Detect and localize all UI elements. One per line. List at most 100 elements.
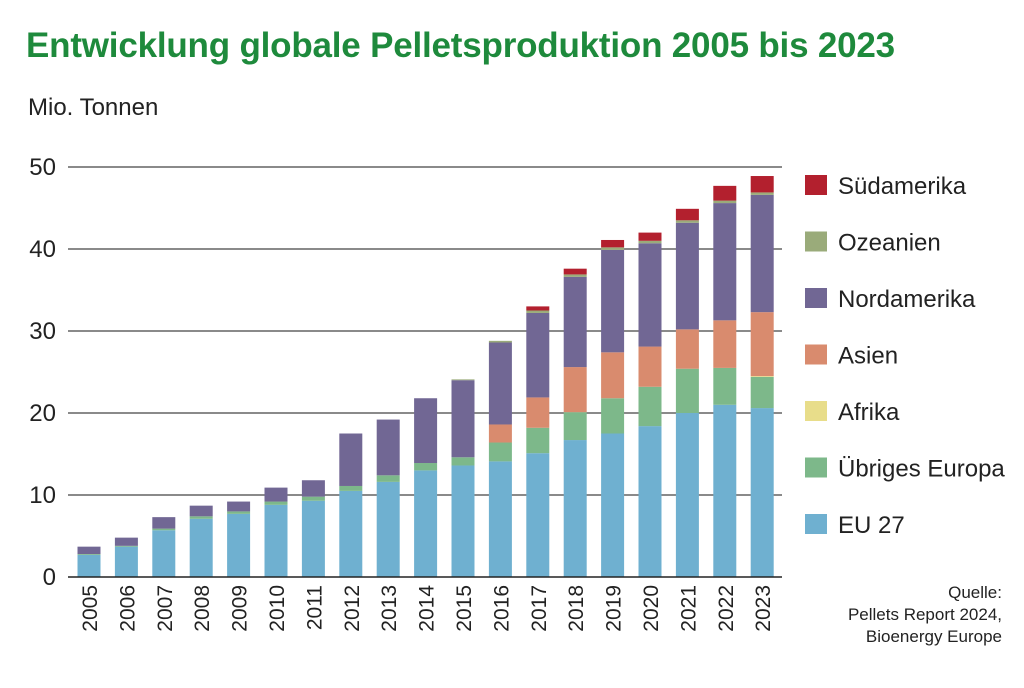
- bar-2012-eu-27: [339, 490, 363, 577]
- legend-swatch-eu-27: [805, 514, 827, 534]
- bar-2010-eu-27: [264, 504, 288, 577]
- source-line-3: Bioenergy Europe: [865, 627, 1002, 646]
- bar-2015-nordamerika: [451, 380, 475, 458]
- bar-2022--briges-europa: [713, 367, 737, 405]
- bar-2022-ozeanien: [713, 200, 737, 204]
- bar-2008-nordamerika: [189, 505, 213, 517]
- x-tick-label-2008: 2008: [191, 585, 214, 632]
- bar-2020-asien: [638, 346, 662, 387]
- bar-2023-s-damerika: [750, 176, 774, 193]
- bar-2019-asien: [601, 352, 625, 399]
- x-tick-label-2021: 2021: [677, 585, 700, 632]
- bar-2021-ozeanien: [675, 220, 699, 223]
- bar-2021--briges-europa: [675, 368, 699, 413]
- bar-2019--briges-europa: [601, 398, 625, 434]
- x-tick-label-2022: 2022: [715, 585, 738, 632]
- bar-2005--briges-europa: [77, 554, 101, 555]
- source-line-1: Quelle:: [948, 583, 1002, 602]
- bar-2023-afrika: [750, 376, 774, 377]
- bar-2023-nordamerika: [750, 194, 774, 313]
- legend-label-eu-27: EU 27: [838, 512, 905, 539]
- legend-swatch-nordamerika: [805, 288, 827, 308]
- bar-2023-asien: [750, 312, 774, 377]
- legend-swatch-s-damerika: [805, 175, 827, 195]
- y-tick-label-20: 20: [29, 400, 56, 427]
- x-tick-label-2015: 2015: [453, 585, 476, 632]
- bar-2017-eu-27: [526, 453, 550, 577]
- legend-swatch-afrika: [805, 401, 827, 421]
- bar-2017-asien: [526, 397, 550, 428]
- x-tick-label-2023: 2023: [752, 585, 775, 632]
- bar-2021-eu-27: [675, 413, 699, 577]
- bar-2015--briges-europa: [451, 457, 475, 466]
- source-note: Quelle: Pellets Report 2024, Bioenergy E…: [848, 582, 1002, 648]
- bar-2006-eu-27: [114, 546, 138, 577]
- x-tick-label-2012: 2012: [341, 585, 364, 632]
- bar-2016-nordamerika: [488, 342, 512, 425]
- bar-2010--briges-europa: [264, 501, 288, 505]
- bar-2011-nordamerika: [301, 480, 325, 497]
- legend-swatch--briges-europa: [805, 457, 827, 478]
- bar-2012--briges-europa: [339, 485, 363, 491]
- legend-label-nordamerika: Nordamerika: [838, 286, 976, 313]
- bar-2007-eu-27: [152, 530, 176, 577]
- bar-2012-nordamerika: [339, 433, 363, 486]
- bar-2008--briges-europa: [189, 516, 213, 519]
- bar-2015-eu-27: [451, 465, 475, 577]
- x-tick-label-2020: 2020: [640, 585, 663, 632]
- x-tick-label-2017: 2017: [528, 585, 551, 632]
- y-tick-label-40: 40: [29, 236, 56, 263]
- bar-2006-nordamerika: [114, 537, 138, 546]
- bar-2022-nordamerika: [713, 203, 737, 321]
- x-tick-label-2006: 2006: [116, 585, 139, 632]
- bar-2021-nordamerika: [675, 222, 699, 330]
- bar-2023-ozeanien: [750, 192, 774, 195]
- x-tick-label-2018: 2018: [565, 585, 588, 632]
- y-tick-label-0: 0: [43, 564, 56, 591]
- y-tick-label-10: 10: [29, 482, 56, 509]
- bar-2016--briges-europa: [488, 442, 512, 462]
- bar-2020-s-damerika: [638, 232, 662, 241]
- x-tick-label-2013: 2013: [378, 585, 401, 632]
- bar-2019-ozeanien: [601, 247, 625, 250]
- bar-2013-nordamerika: [376, 419, 400, 476]
- legend-label-ozeanien: Ozeanien: [838, 230, 941, 257]
- bar-2019-s-damerika: [601, 239, 625, 248]
- x-tick-label-2007: 2007: [154, 585, 177, 632]
- bar-2007--briges-europa: [152, 528, 176, 531]
- bar-2017-nordamerika: [526, 312, 550, 398]
- bar-2022-eu-27: [713, 404, 737, 577]
- x-tick-label-2016: 2016: [490, 585, 513, 632]
- y-tick-label-50: 50: [29, 154, 56, 181]
- bar-2017-s-damerika: [526, 306, 550, 311]
- bar-2021-s-damerika: [675, 208, 699, 221]
- source-line-2: Pellets Report 2024,: [847, 605, 1002, 624]
- bar-2020-nordamerika: [638, 243, 662, 347]
- x-tick-label-2009: 2009: [229, 585, 252, 632]
- x-tick-label-2011: 2011: [303, 585, 326, 630]
- bar-2022-asien: [713, 320, 737, 368]
- bar-2009-nordamerika: [227, 501, 251, 512]
- bar-2017-ozeanien: [526, 310, 550, 313]
- bar-2019-eu-27: [601, 433, 625, 577]
- bar-2006--briges-europa: [114, 545, 138, 547]
- bar-2018-eu-27: [563, 440, 587, 577]
- bar-2010-nordamerika: [264, 487, 288, 502]
- bar-2011--briges-europa: [301, 496, 325, 501]
- x-tick-label-2010: 2010: [266, 585, 289, 632]
- x-tick-label-2005: 2005: [79, 585, 102, 632]
- bar-2017--briges-europa: [526, 427, 550, 454]
- x-tick-label-2014: 2014: [416, 585, 439, 632]
- bar-2018-s-damerika: [563, 268, 587, 275]
- bar-2016-ozeanien: [488, 340, 512, 343]
- bar-2011-eu-27: [301, 500, 325, 577]
- bar-2020-eu-27: [638, 426, 662, 577]
- bar-2016-eu-27: [488, 461, 512, 577]
- bar-2016-asien: [488, 424, 512, 443]
- y-tick-label-30: 30: [29, 318, 56, 345]
- bar-2015-ozeanien: [451, 379, 475, 381]
- bar-2023-eu-27: [750, 408, 774, 577]
- bar-2014--briges-europa: [414, 463, 438, 471]
- chart-title: Entwicklung globale Pelletsproduktion 20…: [26, 26, 895, 65]
